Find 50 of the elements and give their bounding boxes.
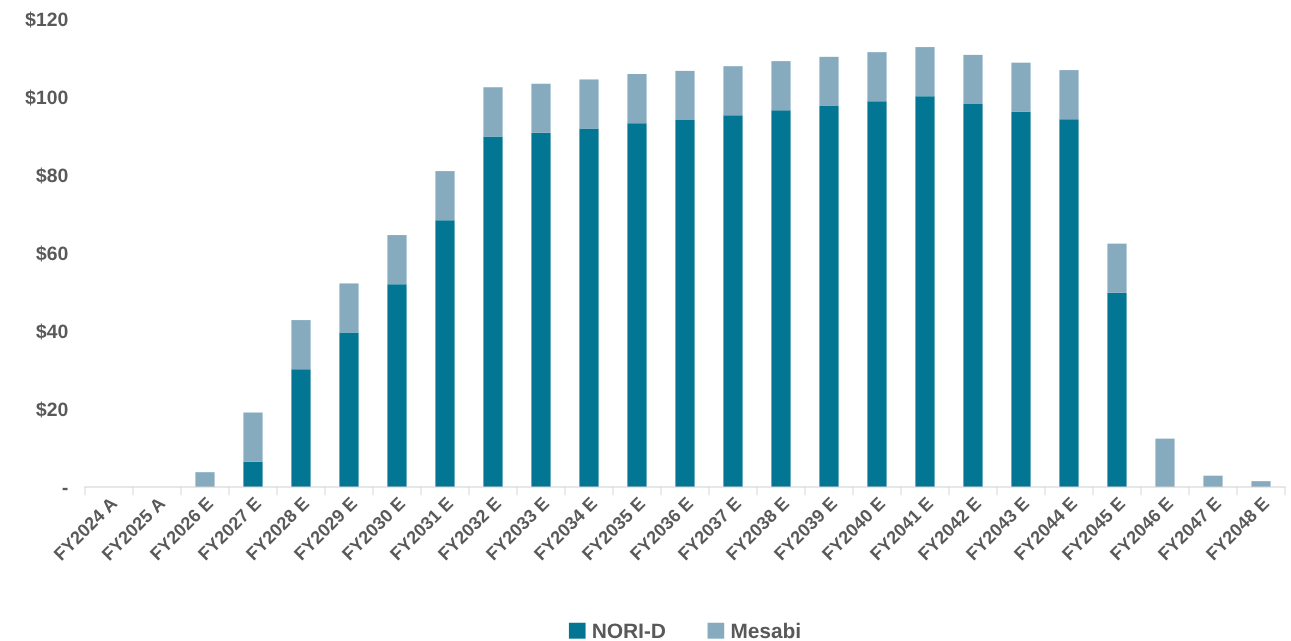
- y-tick-label: $80: [36, 167, 68, 184]
- bar: [963, 104, 983, 487]
- bar: [291, 320, 311, 370]
- bar: [915, 47, 935, 97]
- bar: [195, 472, 215, 487]
- bar: [531, 132, 551, 487]
- bar: [627, 123, 647, 487]
- y-tick-label: -: [62, 487, 68, 491]
- y-tick-label: $120: [25, 11, 68, 28]
- bar: [435, 220, 455, 487]
- bar: [1107, 292, 1127, 487]
- bar: [1059, 119, 1079, 487]
- bar: [1059, 70, 1079, 120]
- bar: [579, 79, 599, 129]
- bar: [963, 54, 983, 105]
- bar: [483, 87, 503, 137]
- y-tick-label: $60: [36, 245, 68, 262]
- bar: [1203, 475, 1223, 487]
- bar: [531, 83, 551, 133]
- bar: [1011, 111, 1031, 487]
- bar: [675, 70, 695, 121]
- bar: [723, 66, 743, 116]
- bar: [1011, 62, 1031, 112]
- bar: [867, 52, 887, 102]
- bar: [915, 96, 935, 487]
- bar: [387, 284, 407, 487]
- bar: [675, 120, 695, 487]
- bar: [867, 101, 887, 487]
- legend-label: Mesabi: [731, 622, 800, 639]
- bar: [291, 369, 311, 487]
- bar: [627, 73, 647, 124]
- bar: [387, 235, 407, 285]
- bar: [819, 105, 839, 487]
- bar: [243, 412, 263, 462]
- y-tick-label: $100: [25, 89, 68, 106]
- legend-label: NORI-D: [593, 623, 666, 639]
- bar: [1155, 438, 1175, 487]
- bar: [1107, 243, 1127, 293]
- y-tick-label: $20: [36, 401, 68, 418]
- y-tick-label: $40: [36, 323, 68, 340]
- bar: [771, 61, 791, 111]
- bar: [579, 128, 599, 487]
- bar: [819, 56, 839, 106]
- bar: [771, 110, 791, 487]
- bar: [723, 115, 743, 487]
- bar: [435, 171, 455, 221]
- bar: [339, 332, 359, 487]
- bar: [243, 461, 263, 487]
- bar: [483, 136, 503, 487]
- bar: [339, 283, 359, 333]
